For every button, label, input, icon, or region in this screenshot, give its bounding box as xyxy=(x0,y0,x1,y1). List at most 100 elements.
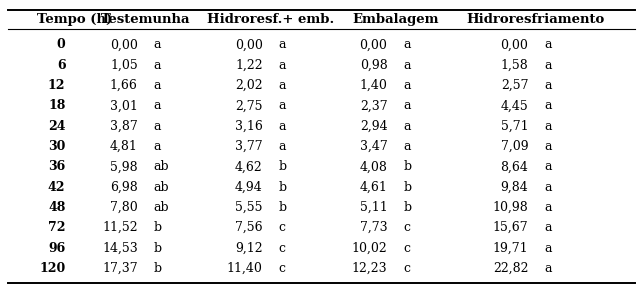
Text: a: a xyxy=(403,38,411,52)
Text: a: a xyxy=(154,38,161,52)
Text: 12: 12 xyxy=(48,79,66,92)
Text: 3,47: 3,47 xyxy=(359,140,388,153)
Text: b: b xyxy=(403,160,412,173)
Text: b: b xyxy=(278,160,287,173)
Text: 4,61: 4,61 xyxy=(359,180,388,194)
Text: 8,64: 8,64 xyxy=(500,160,529,173)
Text: 3,01: 3,01 xyxy=(110,99,138,113)
Text: 4,81: 4,81 xyxy=(110,140,138,153)
Text: Tempo (h): Tempo (h) xyxy=(37,13,112,26)
Text: 19,71: 19,71 xyxy=(493,241,529,255)
Text: 5,71: 5,71 xyxy=(501,120,529,133)
Text: 3,77: 3,77 xyxy=(235,140,262,153)
Text: a: a xyxy=(544,160,552,173)
Text: 7,09: 7,09 xyxy=(501,140,529,153)
Text: 5,11: 5,11 xyxy=(359,201,388,214)
Text: 36: 36 xyxy=(48,160,66,173)
Text: a: a xyxy=(278,120,286,133)
Text: 9,12: 9,12 xyxy=(235,241,262,255)
Text: 2,02: 2,02 xyxy=(235,79,262,92)
Text: a: a xyxy=(403,140,411,153)
Text: ab: ab xyxy=(154,180,169,194)
Text: a: a xyxy=(278,99,286,113)
Text: a: a xyxy=(403,59,411,72)
Text: a: a xyxy=(544,221,552,234)
Text: c: c xyxy=(403,221,410,234)
Text: 2,57: 2,57 xyxy=(501,79,529,92)
Text: b: b xyxy=(154,262,162,275)
Text: b: b xyxy=(403,201,412,214)
Text: a: a xyxy=(544,99,552,113)
Text: 96: 96 xyxy=(48,241,66,255)
Text: 3,16: 3,16 xyxy=(235,120,262,133)
Text: 11,52: 11,52 xyxy=(102,221,138,234)
Text: a: a xyxy=(403,120,411,133)
Text: 0,00: 0,00 xyxy=(500,38,529,52)
Text: 5,55: 5,55 xyxy=(235,201,262,214)
Text: a: a xyxy=(154,120,161,133)
Text: a: a xyxy=(544,201,552,214)
Text: ab: ab xyxy=(154,201,169,214)
Text: ab: ab xyxy=(154,160,169,173)
Text: a: a xyxy=(154,79,161,92)
Text: 10,02: 10,02 xyxy=(352,241,388,255)
Text: 0,00: 0,00 xyxy=(110,38,138,52)
Text: a: a xyxy=(154,140,161,153)
Text: 4,62: 4,62 xyxy=(235,160,262,173)
Text: 2,75: 2,75 xyxy=(235,99,262,113)
Text: 24: 24 xyxy=(48,120,66,133)
Text: a: a xyxy=(278,59,286,72)
Text: 1,05: 1,05 xyxy=(110,59,138,72)
Text: a: a xyxy=(544,59,552,72)
Text: c: c xyxy=(278,262,285,275)
Text: a: a xyxy=(403,79,411,92)
Text: b: b xyxy=(278,201,287,214)
Text: 9,84: 9,84 xyxy=(500,180,529,194)
Text: b: b xyxy=(403,180,412,194)
Text: 42: 42 xyxy=(48,180,66,194)
Text: 0: 0 xyxy=(57,38,66,52)
Text: 2,94: 2,94 xyxy=(360,120,388,133)
Text: 0,98: 0,98 xyxy=(359,59,388,72)
Text: a: a xyxy=(154,59,161,72)
Text: c: c xyxy=(403,262,410,275)
Text: 3,87: 3,87 xyxy=(110,120,138,133)
Text: 6,98: 6,98 xyxy=(110,180,138,194)
Text: 0,00: 0,00 xyxy=(235,38,262,52)
Text: 7,56: 7,56 xyxy=(235,221,262,234)
Text: c: c xyxy=(403,241,410,255)
Text: 7,73: 7,73 xyxy=(360,221,388,234)
Text: 1,40: 1,40 xyxy=(359,79,388,92)
Text: Embalagem: Embalagem xyxy=(352,13,439,26)
Text: a: a xyxy=(544,79,552,92)
Text: 48: 48 xyxy=(48,201,66,214)
Text: 22,82: 22,82 xyxy=(493,262,529,275)
Text: 10,98: 10,98 xyxy=(493,201,529,214)
Text: Testemunha: Testemunha xyxy=(101,13,190,26)
Text: c: c xyxy=(278,221,285,234)
Text: 15,67: 15,67 xyxy=(493,221,529,234)
Text: 18: 18 xyxy=(48,99,66,113)
Text: a: a xyxy=(278,38,286,52)
Text: 1,22: 1,22 xyxy=(235,59,262,72)
Text: Hidroresfriamento: Hidroresfriamento xyxy=(467,13,605,26)
Text: 12,23: 12,23 xyxy=(352,262,388,275)
Text: 0,00: 0,00 xyxy=(359,38,388,52)
Text: 7,80: 7,80 xyxy=(110,201,138,214)
Text: Hidroresf.+ emb.: Hidroresf.+ emb. xyxy=(206,13,334,26)
Text: 2,37: 2,37 xyxy=(360,99,388,113)
Text: b: b xyxy=(154,221,162,234)
Text: a: a xyxy=(544,262,552,275)
Text: 4,45: 4,45 xyxy=(500,99,529,113)
Text: b: b xyxy=(154,241,162,255)
Text: b: b xyxy=(278,180,287,194)
Text: 5,98: 5,98 xyxy=(110,160,138,173)
Text: a: a xyxy=(544,140,552,153)
Text: 30: 30 xyxy=(48,140,66,153)
Text: a: a xyxy=(544,120,552,133)
Text: 6: 6 xyxy=(57,59,66,72)
Text: a: a xyxy=(544,180,552,194)
Text: 4,94: 4,94 xyxy=(235,180,262,194)
Text: 1,58: 1,58 xyxy=(500,59,529,72)
Text: a: a xyxy=(544,241,552,255)
